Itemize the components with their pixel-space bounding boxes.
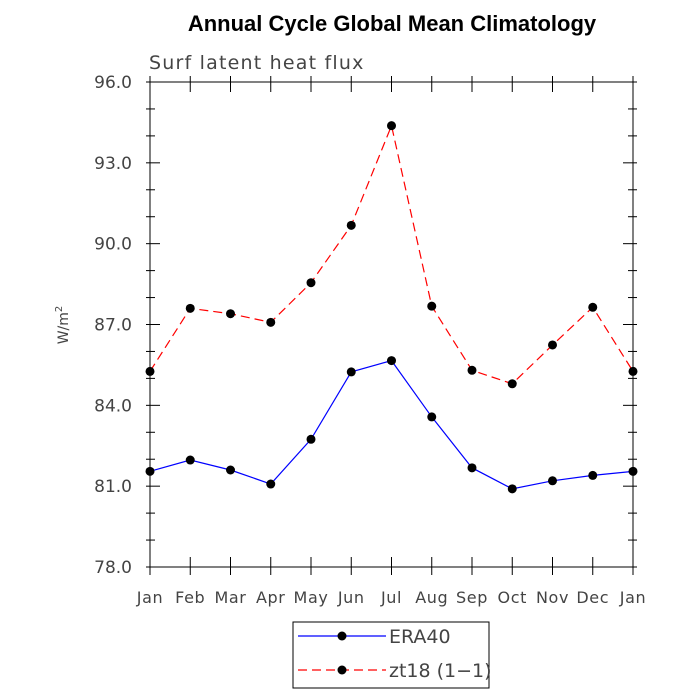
- series-point: [507, 379, 517, 389]
- legend: ERA40 zt18 (1−1): [292, 621, 492, 689]
- x-tick-label: Jan: [136, 588, 163, 607]
- plot-frame: [149, 81, 634, 568]
- x-tick-label: Aug: [415, 588, 448, 607]
- series-point: [145, 466, 155, 476]
- series-point: [467, 365, 477, 375]
- series-point: [346, 220, 356, 230]
- series-era40: [145, 356, 638, 494]
- series-point: [427, 412, 437, 422]
- legend-marker: [337, 631, 347, 641]
- y-tick-label: 90.0: [94, 235, 132, 255]
- x-tick-label: Jun: [337, 588, 365, 607]
- legend-marker: [337, 665, 347, 675]
- x-tick-label: Jan: [619, 588, 646, 607]
- y-axis-tick-labels: 78.0 81.0 84.0 87.0 90.0 93.0 96.0: [94, 73, 132, 578]
- series-point: [226, 309, 235, 319]
- series-point: [628, 366, 638, 376]
- x-tick-label: Jul: [380, 588, 402, 607]
- series-layer: [145, 121, 638, 494]
- x-tick-label: Mar: [215, 588, 247, 607]
- series-point: [306, 278, 316, 288]
- series-point: [266, 317, 276, 327]
- series-point: [185, 455, 195, 465]
- x-tick-label: Feb: [175, 588, 205, 607]
- axis-ticks: [146, 76, 637, 575]
- y-axis-label-superscript: 2: [54, 306, 65, 312]
- series-point: [387, 356, 396, 366]
- x-tick-label: Sep: [456, 588, 488, 607]
- series-point: [467, 463, 477, 473]
- series-zt18: [145, 121, 638, 389]
- y-tick-label: 78.0: [94, 558, 132, 578]
- legend-box: [292, 621, 490, 689]
- series-line: [149, 359, 634, 490]
- series-point: [346, 367, 356, 377]
- series-point: [306, 434, 316, 444]
- series-point: [548, 476, 557, 486]
- legend-label: zt18 (1−1): [389, 660, 492, 682]
- legend-label: ERA40: [389, 626, 451, 648]
- series-point: [387, 121, 396, 131]
- y-tick-label: 93.0: [94, 154, 132, 174]
- series-point: [427, 301, 437, 311]
- series-point: [588, 302, 598, 312]
- y-axis-label-base: W/m: [56, 312, 72, 344]
- chart-title: Annual Cycle Global Mean Climatology: [188, 11, 597, 36]
- chart-subtitle: Surf latent heat flux: [149, 52, 365, 74]
- y-tick-label: 81.0: [94, 477, 132, 497]
- series-point: [507, 484, 517, 494]
- x-tick-label: Nov: [536, 588, 569, 607]
- series-point: [266, 479, 276, 489]
- series-point: [145, 366, 155, 376]
- y-tick-label: 87.0: [94, 316, 132, 336]
- x-tick-label: Oct: [498, 588, 527, 607]
- series-point: [628, 466, 638, 476]
- y-tick-label: 84.0: [94, 396, 132, 416]
- y-axis-label: W/m2: [54, 306, 72, 345]
- series-point: [226, 465, 235, 475]
- y-tick-label: 96.0: [94, 73, 132, 93]
- x-tick-label: Apr: [256, 588, 285, 607]
- series-point: [185, 303, 195, 313]
- x-tick-label: May: [294, 588, 329, 607]
- series-point: [548, 340, 557, 350]
- x-axis-tick-labels: Jan Feb Mar Apr May Jun Jul Aug Sep Oct Nov Dec Jan: [136, 588, 646, 607]
- series-point: [588, 470, 598, 480]
- x-tick-label: Dec: [576, 588, 609, 607]
- series-line: [149, 123, 634, 385]
